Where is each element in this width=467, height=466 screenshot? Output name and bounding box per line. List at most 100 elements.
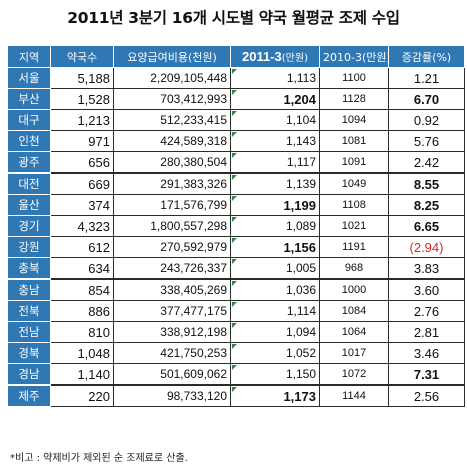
change-rate-cell: 1.21	[388, 67, 465, 89]
previous-income-cell: 1017	[319, 342, 389, 364]
current-income-cell: 1,104	[230, 109, 320, 131]
previous-income-cell: 1049	[319, 172, 389, 195]
current-income-cell: 1,204	[230, 88, 320, 110]
header-2010-3: 2010-3(만원)	[319, 45, 389, 68]
region-cell: 강원	[7, 236, 51, 258]
current-income-cell: 1,089	[230, 215, 320, 237]
pharmacy-count-cell: 886	[50, 300, 114, 322]
table-row: 전북 886 377,477,175 1,114 1084 2.76	[7, 300, 465, 322]
billing-cost-cell: 98,733,120	[113, 384, 231, 407]
table-row: 강원 612 270,592,979 1,156 1191 (2.94)	[7, 236, 465, 258]
pharmacy-count-cell: 656	[50, 151, 114, 174]
change-rate-cell: 7.31	[388, 363, 465, 386]
region-cell: 경기	[7, 215, 51, 237]
pharmacy-count-cell: 1,213	[50, 109, 114, 131]
current-income-cell: 1,173	[230, 384, 320, 407]
change-rate-cell: 2.81	[388, 321, 465, 343]
change-rate-cell: (2.94)	[388, 236, 465, 258]
pharmacy-count-cell: 4,323	[50, 215, 114, 237]
change-rate-cell: 5.76	[388, 130, 465, 152]
region-cell: 광주	[7, 151, 51, 174]
region-cell: 전북	[7, 300, 51, 322]
current-income-cell: 1,094	[230, 321, 320, 343]
region-cell: 대전	[7, 172, 51, 195]
table-row: 충북 634 243,726,337 1,005 968 3.83	[7, 257, 465, 280]
billing-cost-cell: 424,589,318	[113, 130, 231, 152]
change-rate-cell: 2.42	[388, 151, 465, 174]
current-income-cell: 1,114	[230, 300, 320, 322]
previous-income-cell: 1144	[319, 384, 389, 407]
region-cell: 인천	[7, 130, 51, 152]
change-rate-cell: 2.56	[388, 384, 465, 407]
current-income-cell: 1,052	[230, 342, 320, 364]
region-cell: 부산	[7, 88, 51, 110]
change-rate-cell: 6.70	[388, 88, 465, 110]
table-row: 인천 971 424,589,318 1,143 1081 5.76	[7, 130, 465, 152]
region-cell: 경북	[7, 342, 51, 364]
table-row: 대전 669 291,383,326 1,139 1049 8.55	[7, 172, 465, 195]
table-row: 부산 1,528 703,412,993 1,204 1128 6.70	[7, 88, 465, 110]
header-billing-cost: 요양급여비용(천원)	[113, 45, 231, 68]
billing-cost-cell: 171,576,799	[113, 194, 231, 216]
region-cell: 서울	[7, 67, 51, 89]
current-income-cell: 1,199	[230, 194, 320, 216]
table-row: 제주 220 98,733,120 1,173 1144 2.56	[7, 384, 465, 407]
billing-cost-cell: 243,726,337	[113, 257, 231, 280]
previous-income-cell: 1128	[319, 88, 389, 110]
region-cell: 대구	[7, 109, 51, 131]
table-row: 울산 374 171,576,799 1,199 1108 8.25	[7, 194, 465, 216]
previous-income-cell: 1000	[319, 278, 389, 301]
previous-income-cell: 1091	[319, 151, 389, 174]
header-change-rate: 증감률(%)	[388, 45, 465, 68]
change-rate-cell: 3.60	[388, 278, 465, 301]
previous-income-cell: 1094	[319, 109, 389, 131]
pharmacy-count-cell: 220	[50, 384, 114, 407]
previous-income-cell: 1100	[319, 67, 389, 89]
pharmacy-count-cell: 1,140	[50, 363, 114, 386]
pharmacy-count-cell: 634	[50, 257, 114, 280]
current-income-cell: 1,156	[230, 236, 320, 258]
pharmacy-count-cell: 971	[50, 130, 114, 152]
billing-cost-cell: 338,405,269	[113, 278, 231, 301]
region-cell: 경남	[7, 363, 51, 386]
billing-cost-cell: 280,380,504	[113, 151, 231, 174]
pharmacy-income-table: 지역 약국수 요양급여비용(천원) 2011-3(만원) 2010-3(만원) …	[7, 45, 465, 407]
table-row: 경북 1,048 421,750,253 1,052 1017 3.46	[7, 342, 465, 364]
table-row: 경기 4,323 1,800,557,298 1,089 1021 6.65	[7, 215, 465, 237]
current-income-cell: 1,113	[230, 67, 320, 89]
page-title: 2011년 3분기 16개 시도별 약국 월평균 조제 수입	[67, 9, 400, 27]
previous-income-cell: 1108	[319, 194, 389, 216]
region-cell: 전남	[7, 321, 51, 343]
pharmacy-count-cell: 1,528	[50, 88, 114, 110]
change-rate-cell: 0.92	[388, 109, 465, 131]
footnote: *비고 : 약제비가 제외된 순 조제료로 산출.	[10, 453, 188, 464]
billing-cost-cell: 512,233,415	[113, 109, 231, 131]
pharmacy-count-cell: 374	[50, 194, 114, 216]
current-income-cell: 1,143	[230, 130, 320, 152]
table-row: 대구 1,213 512,233,415 1,104 1094 0.92	[7, 109, 465, 131]
previous-income-cell: 1084	[319, 300, 389, 322]
current-income-cell: 1,139	[230, 172, 320, 195]
current-income-cell: 1,150	[230, 363, 320, 386]
billing-cost-cell: 1,800,557,298	[113, 215, 231, 237]
billing-cost-cell: 2,209,105,448	[113, 67, 231, 89]
billing-cost-cell: 270,592,979	[113, 236, 231, 258]
change-rate-cell: 3.83	[388, 257, 465, 280]
header-2011-3-label: 2011-3	[242, 49, 282, 64]
previous-income-cell: 1081	[319, 130, 389, 152]
table-row: 전남 810 338,912,198 1,094 1064 2.81	[7, 321, 465, 343]
region-cell: 충북	[7, 257, 51, 280]
pharmacy-count-cell: 669	[50, 172, 114, 195]
header-row: 지역 약국수 요양급여비용(천원) 2011-3(만원) 2010-3(만원) …	[7, 45, 465, 68]
pharmacy-count-cell: 854	[50, 278, 114, 301]
change-rate-cell: 8.55	[388, 172, 465, 195]
header-region: 지역	[7, 45, 51, 68]
table-row: 충남 854 338,405,269 1,036 1000 3.60	[7, 278, 465, 301]
previous-income-cell: 968	[319, 257, 389, 280]
header-pharmacy-count: 약국수	[50, 45, 114, 68]
current-income-cell: 1,005	[230, 257, 320, 280]
table-row: 광주 656 280,380,504 1,117 1091 2.42	[7, 151, 465, 174]
region-cell: 충남	[7, 278, 51, 301]
pharmacy-count-cell: 810	[50, 321, 114, 343]
